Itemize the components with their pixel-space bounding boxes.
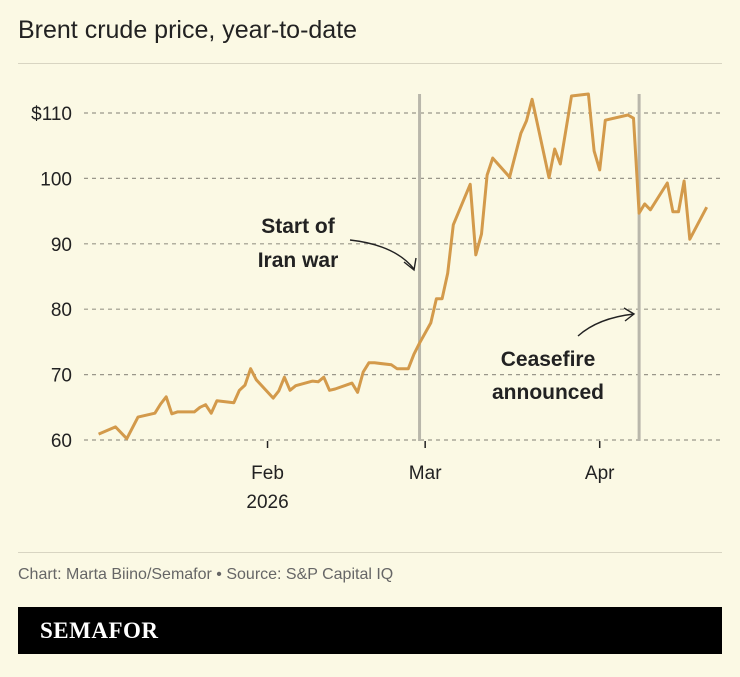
annotation-iran-war: Iran war (258, 249, 339, 272)
price-line (98, 92, 709, 441)
y-tick-label: 60 (51, 431, 72, 452)
x-tick-label: Feb (251, 463, 284, 484)
semafor-logo: SEMAFOR (40, 618, 159, 643)
arrow-ceasefire (577, 313, 635, 337)
arrowhead-icon (623, 307, 636, 322)
brand-bar: SEMAFOR (18, 607, 722, 654)
x-tick-label: Mar (409, 463, 442, 484)
annotation-ceasefire: announced (492, 381, 604, 404)
top-divider (18, 63, 722, 64)
bottom-divider (18, 552, 722, 553)
y-tick-label: 90 (51, 235, 72, 256)
arrowhead-icon (403, 257, 417, 272)
y-tick-label: 70 (51, 366, 72, 387)
annotation-iran-war: Start of (261, 215, 336, 238)
y-tick-label: 100 (40, 169, 72, 190)
x-tick-year: 2026 (246, 492, 288, 513)
line-chart: 60 70 80 90 100 $110 Feb 2026 Mar Apr Start of Iran… (31, 92, 722, 513)
y-tick-label: $110 (31, 104, 72, 125)
arrow-iran-war (349, 239, 415, 270)
annotation-ceasefire: Ceasefire (501, 348, 596, 371)
y-tick-label: 80 (51, 300, 72, 321)
chart-title: Brent crude price, year-to-date (18, 16, 358, 44)
x-tick-label: Apr (585, 463, 615, 484)
chart-credit: Chart: Marta Biino/Semafor • Source: S&P… (18, 566, 394, 583)
